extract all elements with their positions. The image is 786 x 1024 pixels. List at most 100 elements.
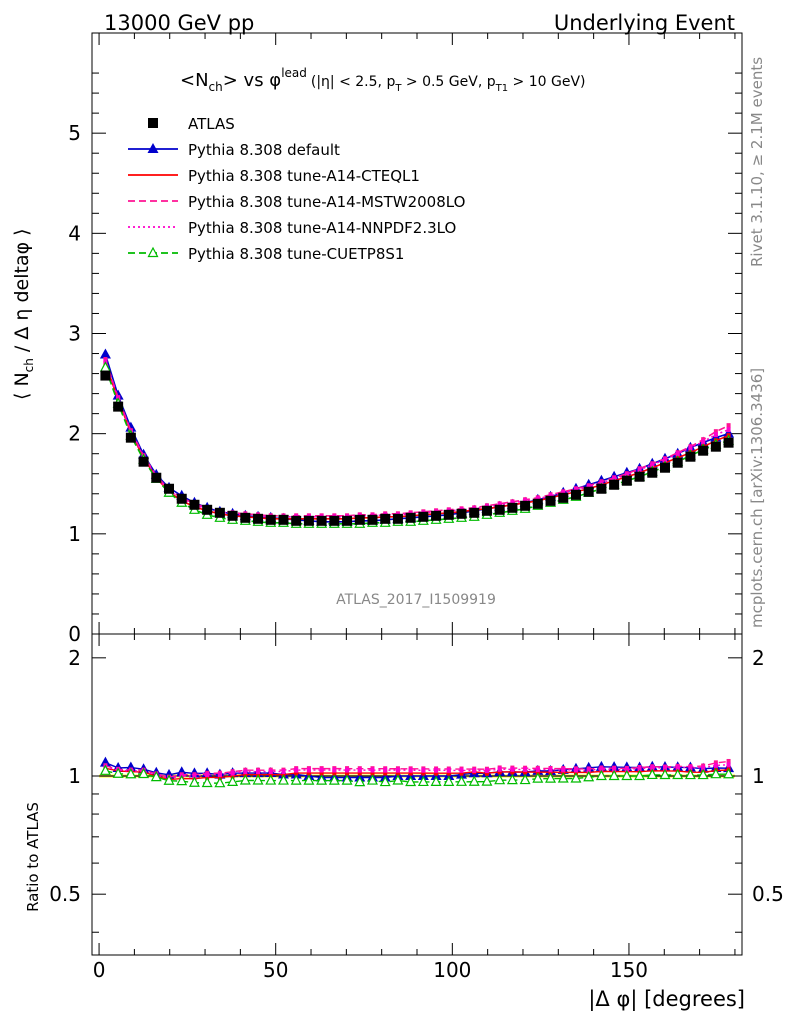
ratio-point	[506, 773, 518, 785]
ratio-point	[697, 768, 709, 780]
ratio-point	[417, 775, 429, 787]
data-point	[240, 512, 251, 523]
ratio-point	[612, 766, 617, 772]
ratio-point	[125, 761, 137, 772]
ratio-point	[545, 772, 557, 783]
ratio-point	[205, 772, 210, 778]
ratio-point	[662, 765, 667, 771]
ratio-point	[138, 767, 150, 779]
ratio-point	[434, 767, 439, 773]
ratio-point	[99, 756, 111, 767]
ratio-point	[316, 774, 328, 785]
legend-label: Pythia 8.308 tune-A14-CTEQL1	[188, 167, 420, 185]
ratio-tick-label-right: 1	[752, 764, 765, 788]
ratio-point	[532, 772, 544, 783]
ratio-point	[188, 776, 200, 787]
data-point	[329, 515, 340, 526]
data-point	[535, 496, 540, 502]
data-point	[726, 427, 731, 433]
data-point	[100, 370, 111, 381]
ratio-point	[306, 770, 311, 776]
ratio-point	[281, 769, 286, 775]
ratio-line	[105, 767, 729, 781]
data-point	[481, 505, 492, 516]
legend-label: Pythia 8.308 default	[188, 141, 340, 159]
ratio-point	[599, 766, 604, 772]
data-point	[710, 441, 721, 452]
ratio-point	[345, 770, 350, 776]
data-point	[675, 451, 680, 457]
data-point	[431, 510, 442, 521]
ratio-point	[379, 775, 391, 787]
ratio-point	[570, 772, 582, 783]
data-point	[189, 499, 200, 510]
ratio-point	[443, 775, 455, 786]
ratio-point	[726, 762, 731, 768]
ratio-point	[125, 767, 137, 779]
data-point	[113, 401, 124, 412]
ratio-point	[608, 769, 620, 781]
ratio-point	[468, 775, 480, 786]
ratio-point	[268, 769, 273, 775]
ratio-point	[370, 767, 375, 773]
legend-entry: Pythia 8.308 tune-A14-MSTW2008LO	[128, 193, 465, 211]
data-point	[609, 479, 620, 490]
data-point	[303, 515, 314, 526]
ratio-point	[595, 769, 607, 781]
data-point	[662, 457, 667, 463]
ratio-point	[328, 774, 340, 785]
data-point	[469, 507, 480, 518]
data-point	[713, 432, 718, 438]
data-point	[253, 513, 264, 524]
title-cuts-1: (|η| < 2.5, p	[311, 74, 396, 90]
data-point	[650, 462, 655, 468]
ratio-point	[523, 769, 528, 775]
data-point	[520, 500, 531, 511]
data-point	[507, 502, 518, 513]
data-point	[713, 429, 718, 435]
data-point	[99, 348, 111, 359]
x-axis-label: |Δ φ| [degrees]	[588, 987, 745, 1012]
data-point	[405, 512, 416, 523]
ratio-point	[446, 767, 451, 773]
ratio-point	[650, 765, 655, 771]
data-point	[214, 507, 225, 518]
series-3	[103, 357, 731, 519]
y-tick-label: 5	[68, 121, 81, 145]
data-point	[125, 421, 137, 432]
data-point	[316, 515, 327, 526]
series-line	[104, 354, 729, 523]
legend: ATLAS Pythia 8.308 default Pythia 8.308 tu…	[128, 115, 465, 263]
data-point	[456, 508, 467, 519]
analysis-tag: ATLAS_2017_I1509919	[336, 592, 496, 608]
ratio-point	[408, 770, 413, 776]
ratio-series-4	[103, 762, 731, 781]
title-cuts-sub1: T	[394, 83, 402, 94]
ratio-point	[684, 768, 696, 780]
data-point	[726, 423, 731, 429]
x-tick-label: 150	[610, 958, 648, 982]
title-cuts-3: > 10 GeV)	[508, 74, 585, 90]
title-sup: lead	[281, 66, 307, 80]
ratio-point	[713, 760, 718, 766]
ratio-point	[277, 774, 289, 785]
ratio-point	[484, 770, 489, 776]
ratio-tick-label-right: 2	[752, 646, 765, 670]
series-line	[104, 363, 729, 520]
data-point	[367, 514, 378, 525]
data-point	[548, 493, 553, 499]
series-line	[104, 359, 729, 517]
data-point	[354, 514, 365, 525]
data-point	[523, 498, 528, 504]
data-point	[418, 511, 429, 522]
ratio-point	[303, 774, 315, 785]
ratio-point	[557, 772, 569, 783]
data-point	[621, 475, 632, 486]
data-point	[265, 514, 276, 525]
ratio-point	[332, 767, 337, 773]
data-point	[291, 515, 302, 526]
data-point	[647, 467, 658, 478]
ratio-point	[583, 770, 595, 782]
title-sub-ch: ch	[209, 80, 223, 94]
data-point	[227, 510, 238, 521]
